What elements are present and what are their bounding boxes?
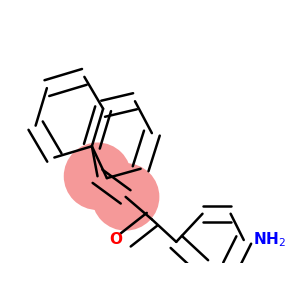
Text: NH$_2$: NH$_2$ xyxy=(253,231,286,249)
Circle shape xyxy=(92,163,159,231)
Text: O: O xyxy=(110,232,123,247)
Circle shape xyxy=(64,142,131,210)
